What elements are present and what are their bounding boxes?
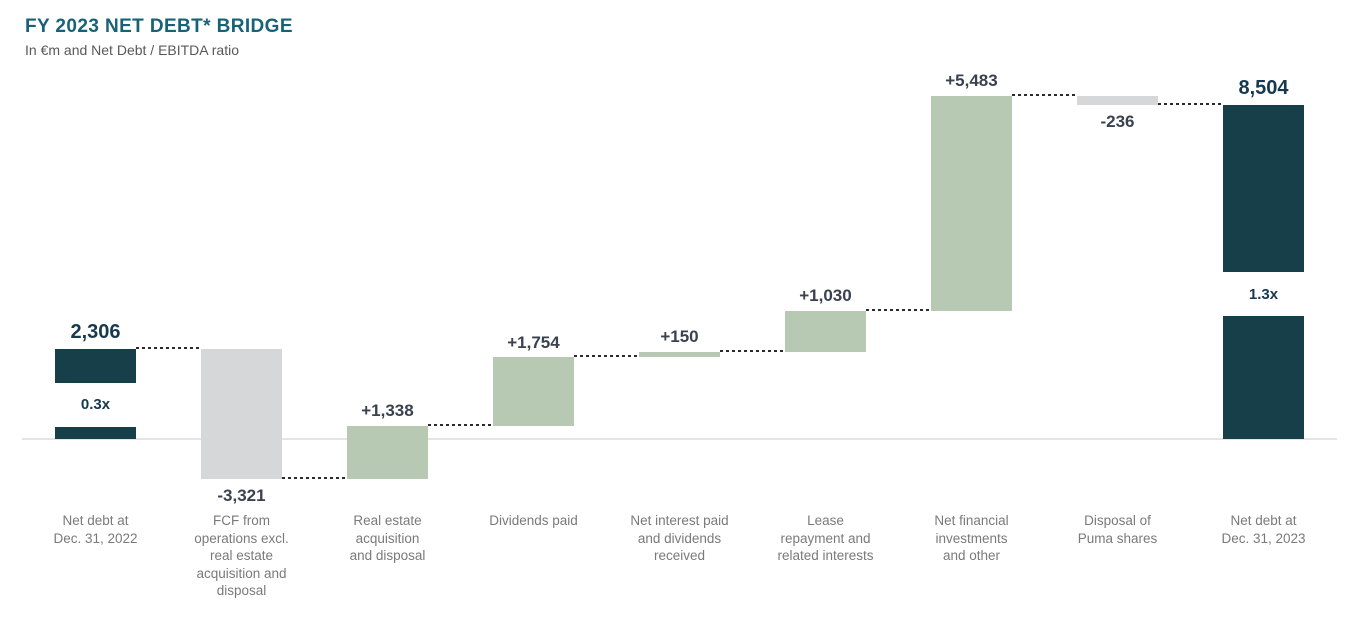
category-label-net-debt-at-dec-31-2023: Net debt at Dec. 31, 2023 [1221, 513, 1306, 546]
category-label-fcf-from-operations-excl-real-estate-acquisition-and-disposal: FCF from operations excl. real estate ac… [194, 513, 289, 598]
connector-line [1158, 103, 1223, 106]
connector-line [720, 349, 785, 352]
bar-disposal-of-puma-shares [1077, 96, 1158, 106]
category-label-dividends-paid: Dividends paid [489, 513, 578, 528]
value-label-dividends-paid: +1,754 [507, 332, 560, 352]
bar-net-debt-at-dec-31-2022: 0.3x [55, 348, 136, 439]
bar-fcf-from-operations-excl-real-estate-acquisition-and-disposal [201, 348, 282, 479]
ratio-band: 0.3x [55, 382, 136, 427]
connector-line [1012, 94, 1077, 96]
zero-axis-line [22, 438, 1337, 440]
value-label-net-interest-paid-and-dividends-received: +150 [660, 326, 699, 346]
category-label-net-financial-investments-and-other: Net financial investments and other [934, 513, 1009, 563]
connector-line [866, 309, 931, 312]
category-label-net-debt-at-dec-31-2022: Net debt at Dec. 31, 2022 [53, 513, 138, 546]
value-label-net-debt-at-dec-31-2023: 8,504 [1238, 77, 1289, 100]
value-label-net-financial-investments-and-other: +5,483 [945, 71, 998, 90]
ratio-label: 1.3x [1248, 285, 1279, 303]
chart-title: FY 2023 NET DEBT* BRIDGE [25, 16, 293, 37]
value-label-fcf-from-operations-excl-real-estate-acquisition-and-disposal: -3,321 [217, 485, 266, 505]
ratio-band: 1.3x [1223, 272, 1304, 317]
bar-net-financial-investments-and-other [931, 96, 1012, 312]
connector-line [428, 424, 493, 427]
connector-line [136, 346, 201, 349]
category-label-real-estate-acquisition-and-disposal: Real estate acquisition and disposal [349, 513, 426, 563]
bar-dividends-paid [493, 357, 574, 427]
value-label-real-estate-acquisition-and-disposal: +1,338 [361, 401, 414, 421]
category-label-net-interest-paid-and-dividends-received: Net interest paid and dividends received [630, 513, 729, 563]
bar-net-debt-at-dec-31-2023: 1.3x [1223, 105, 1304, 439]
value-label-lease-repayment-and-related-interests: +1,030 [799, 286, 852, 306]
category-label-lease-repayment-and-related-interests: Lease repayment and related interests [777, 513, 874, 563]
bar-net-interest-paid-and-dividends-received [639, 351, 720, 358]
category-label-disposal-of-puma-shares: Disposal of Puma shares [1077, 513, 1158, 546]
connector-line [282, 476, 347, 479]
bar-real-estate-acquisition-and-disposal [347, 426, 428, 479]
value-label-net-debt-at-dec-31-2022: 2,306 [70, 320, 121, 343]
bar-lease-repayment-and-related-interests [785, 311, 866, 352]
connector-line [574, 355, 639, 358]
ratio-label: 0.3x [80, 396, 111, 413]
value-label-disposal-of-puma-shares: -236 [1100, 112, 1135, 132]
chart-subtitle: In €m and Net Debt / EBITDA ratio [25, 42, 239, 58]
chart-header: FY 2023 NET DEBT* BRIDGE In €m and Net D… [25, 16, 293, 58]
